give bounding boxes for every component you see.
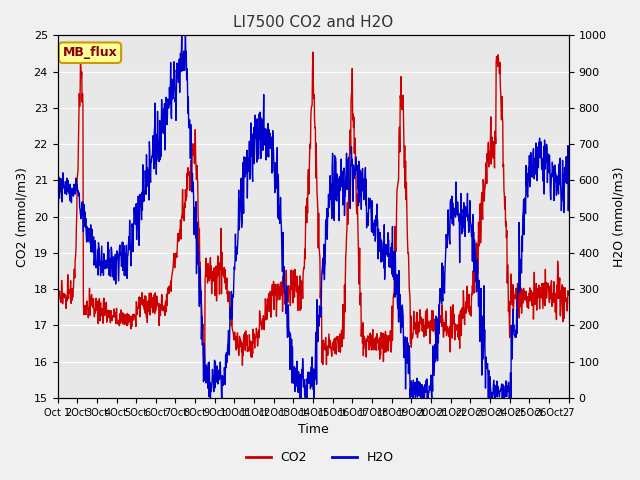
H2O bbox=[565, 168, 573, 173]
H2O bbox=[337, 165, 344, 170]
H2O bbox=[387, 258, 395, 264]
CO2 bbox=[201, 375, 209, 381]
Title: LI7500 CO2 and H2O: LI7500 CO2 and H2O bbox=[233, 15, 393, 30]
H2O bbox=[493, 394, 501, 400]
CO2 bbox=[309, 49, 317, 55]
CO2 bbox=[480, 185, 488, 191]
CO2 bbox=[387, 349, 395, 355]
H2O bbox=[54, 192, 61, 198]
CO2 bbox=[565, 292, 573, 298]
CO2 bbox=[337, 334, 344, 340]
H2O bbox=[207, 395, 214, 401]
Legend: CO2, H2O: CO2, H2O bbox=[241, 446, 399, 469]
H2O bbox=[480, 283, 488, 288]
Y-axis label: H2O (mmol/m3): H2O (mmol/m3) bbox=[612, 167, 625, 267]
Y-axis label: CO2 (mmol/m3): CO2 (mmol/m3) bbox=[15, 167, 28, 266]
CO2 bbox=[493, 55, 501, 60]
CO2 bbox=[54, 295, 61, 301]
Text: MB_flux: MB_flux bbox=[63, 46, 117, 59]
H2O bbox=[178, 33, 186, 38]
H2O bbox=[257, 115, 265, 121]
CO2 bbox=[532, 289, 540, 295]
Line: H2O: H2O bbox=[58, 36, 569, 398]
X-axis label: Time: Time bbox=[298, 423, 328, 436]
CO2 bbox=[257, 322, 265, 327]
H2O bbox=[532, 167, 540, 173]
Line: CO2: CO2 bbox=[58, 52, 569, 378]
